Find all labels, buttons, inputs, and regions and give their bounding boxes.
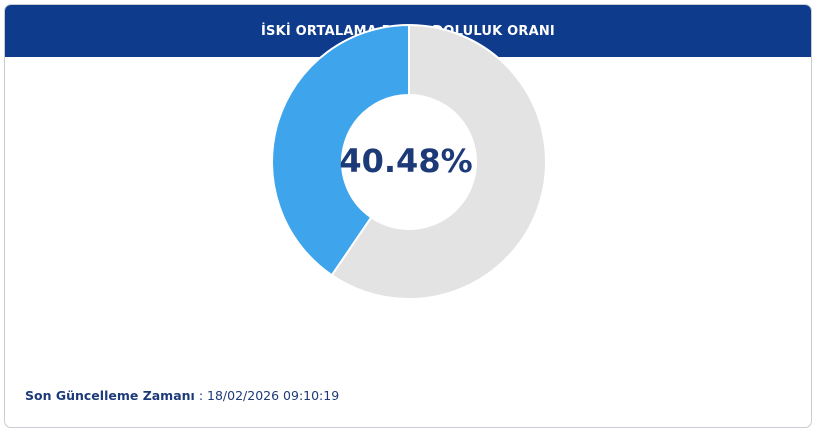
updated-value: : 18/02/2026 09:10:19 <box>198 388 340 403</box>
footer: Son Güncelleme Zamanı : 18/02/2026 09:10… <box>25 388 339 403</box>
donut-segment <box>330 23 547 300</box>
donut-segment <box>271 23 410 277</box>
updated-label: Son Güncelleme Zamanı <box>25 388 195 403</box>
card: İSKİ ORTALAMA BARAJ DOLULUK ORANI 40.48%… <box>4 4 812 428</box>
center-value-label: 40.48% <box>339 142 472 180</box>
chart: 40.48% <box>271 23 547 300</box>
